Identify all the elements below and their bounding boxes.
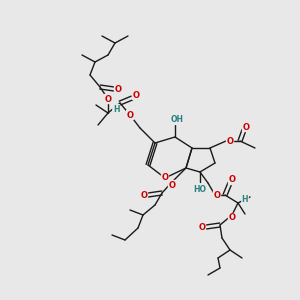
Text: O: O bbox=[226, 136, 233, 146]
Text: O: O bbox=[115, 85, 122, 94]
Text: O: O bbox=[229, 214, 236, 223]
Text: O: O bbox=[133, 91, 140, 100]
Text: O: O bbox=[104, 94, 112, 103]
Text: O: O bbox=[161, 173, 169, 182]
Text: OH: OH bbox=[170, 116, 184, 124]
Text: O: O bbox=[242, 122, 250, 131]
Text: HO: HO bbox=[194, 185, 206, 194]
Text: O: O bbox=[169, 181, 176, 190]
Text: O: O bbox=[229, 176, 236, 184]
Text: H: H bbox=[242, 194, 248, 203]
Text: O: O bbox=[127, 110, 134, 119]
Text: O: O bbox=[214, 190, 220, 200]
Text: H: H bbox=[113, 104, 119, 113]
Text: O: O bbox=[140, 190, 148, 200]
Text: O: O bbox=[199, 223, 206, 232]
